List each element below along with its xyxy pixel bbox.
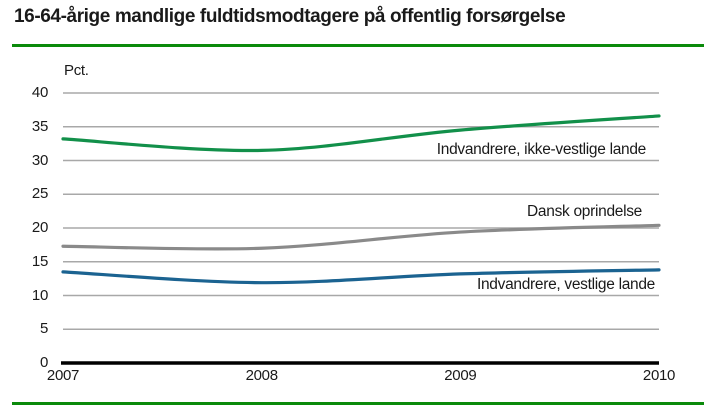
x-tick-label: 2010 [642,367,676,384]
series-line [61,268,661,285]
y-tick-label: 10 [31,286,48,304]
chart-title: 16-64-årige mandlige fuldtidsmodtagere p… [14,6,566,27]
y-tick-label: 20 [31,219,48,236]
title-separator-rule [12,44,704,47]
bottom-border-rule [12,402,704,405]
series-label: Dansk oprindelse [527,203,642,220]
y-tick-label: 0 [39,354,48,371]
y-tick-label: 30 [31,151,48,169]
series-line [61,223,661,251]
y-axis-unit-label: Pct. [64,62,89,79]
x-tick-label: 2009 [444,367,477,384]
y-tick-label: 5 [39,320,48,338]
series-label: Indvandrere, ikke-vestlige lande [436,141,647,158]
x-tick-label: 2008 [245,367,278,384]
y-tick-label: 15 [31,252,48,270]
series-label: Indvandrere, vestlige lande [476,276,655,293]
x-tick-label: 2007 [46,367,80,384]
series-line [61,114,661,153]
y-tick-label: 35 [31,117,48,135]
y-tick-label: 40 [31,84,48,101]
y-tick-label: 25 [31,185,48,203]
